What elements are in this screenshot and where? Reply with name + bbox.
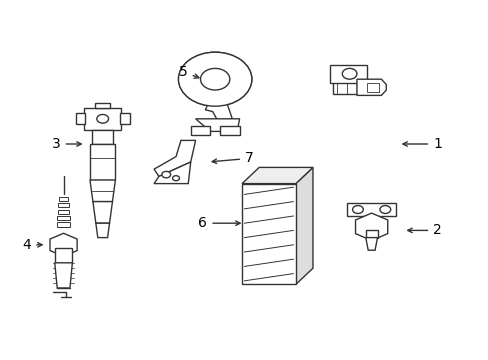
- Polygon shape: [346, 203, 395, 216]
- Polygon shape: [55, 248, 72, 263]
- Circle shape: [162, 171, 170, 178]
- Polygon shape: [95, 103, 110, 108]
- Text: 4: 4: [22, 238, 42, 252]
- Polygon shape: [84, 108, 121, 130]
- Circle shape: [178, 52, 251, 106]
- Text: 3: 3: [52, 137, 81, 151]
- Text: 5: 5: [179, 65, 199, 79]
- Polygon shape: [92, 130, 113, 144]
- Polygon shape: [329, 65, 366, 83]
- Text: 1: 1: [402, 137, 441, 151]
- Polygon shape: [58, 203, 69, 207]
- Text: 7: 7: [212, 152, 253, 165]
- Polygon shape: [57, 222, 70, 227]
- Circle shape: [172, 176, 179, 181]
- Polygon shape: [58, 210, 69, 214]
- Circle shape: [342, 68, 356, 79]
- Circle shape: [178, 52, 251, 106]
- Polygon shape: [365, 230, 377, 238]
- Circle shape: [379, 206, 390, 213]
- Polygon shape: [242, 167, 312, 184]
- Circle shape: [97, 114, 108, 123]
- Polygon shape: [90, 144, 115, 180]
- Polygon shape: [355, 213, 387, 240]
- Polygon shape: [366, 83, 378, 92]
- Circle shape: [352, 206, 363, 213]
- Polygon shape: [90, 180, 115, 202]
- Polygon shape: [332, 79, 356, 94]
- Polygon shape: [154, 162, 190, 184]
- Polygon shape: [242, 184, 295, 284]
- Text: 6: 6: [198, 216, 240, 230]
- Polygon shape: [59, 197, 68, 201]
- Polygon shape: [356, 79, 386, 95]
- Polygon shape: [50, 233, 77, 256]
- Polygon shape: [220, 126, 239, 135]
- Polygon shape: [57, 216, 70, 220]
- Circle shape: [200, 68, 229, 90]
- Polygon shape: [205, 104, 232, 121]
- Polygon shape: [96, 223, 109, 238]
- Polygon shape: [93, 202, 112, 223]
- Polygon shape: [295, 167, 312, 284]
- Polygon shape: [365, 238, 377, 250]
- Polygon shape: [195, 119, 239, 131]
- Polygon shape: [76, 113, 85, 124]
- Polygon shape: [55, 263, 72, 288]
- Text: 2: 2: [407, 224, 441, 237]
- Polygon shape: [120, 113, 129, 124]
- Polygon shape: [154, 140, 195, 176]
- Polygon shape: [190, 126, 210, 135]
